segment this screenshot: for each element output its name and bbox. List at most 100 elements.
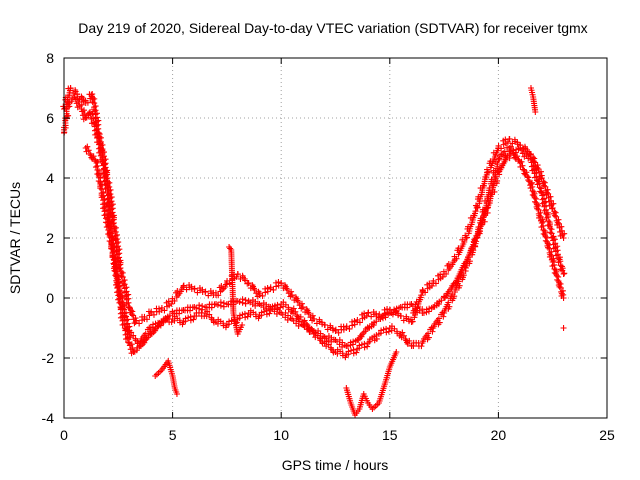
data-point [370,322,377,329]
x-axis-tick-labels: 0 5 10 15 20 25 [60,427,615,443]
data-point [356,345,363,352]
data-point [551,212,558,219]
data-point [160,319,167,326]
data-point [409,318,416,325]
data-point [241,275,248,282]
data-point [125,304,132,311]
data-point [498,145,505,152]
data-point [168,300,175,307]
data-point [90,153,97,160]
data-point [134,338,141,345]
data-point [75,99,82,106]
data-point [234,271,241,278]
data-point [109,252,116,259]
data-point [259,292,266,299]
data-point [445,299,452,306]
data-points [60,85,568,418]
data-point [133,317,140,324]
data-point [451,293,458,300]
data-point [222,283,229,290]
x-tick-label: 10 [273,427,289,443]
data-point [97,185,104,192]
data-point [475,224,482,231]
data-point [278,280,285,287]
data-point [119,305,126,312]
data-point [325,341,332,348]
plot-frame [63,57,608,419]
data-point [558,290,565,297]
data-point [108,245,115,252]
data-point [373,332,380,339]
data-point [465,253,472,260]
data-point [561,270,568,277]
data-point [155,319,162,326]
data-point [329,347,336,354]
data-point [349,341,356,348]
data-point [418,292,425,299]
y-tick-label: 8 [46,50,54,66]
data-point [353,349,360,356]
data-point [394,310,401,317]
x-tick-label: 25 [599,427,615,443]
data-point [64,94,71,101]
data-point [180,282,187,289]
data-point [281,282,288,289]
data-point [270,286,277,293]
data-point [176,317,183,324]
data-point [561,230,568,237]
data-point [435,301,442,308]
data-point [556,283,563,290]
x-tick-label: 0 [60,427,68,443]
data-point [267,284,274,291]
data-point [149,324,156,331]
data-point [171,297,178,304]
data-point [530,154,537,161]
data-point [350,346,357,353]
data-point [298,300,305,307]
data-point [485,168,492,175]
data-point [521,143,528,150]
chart-title: Day 219 of 2020, Sidereal Day-to-day VTE… [78,20,587,36]
data-point [239,299,246,306]
data-point [404,304,411,311]
data-point [242,300,249,307]
data-point [168,319,175,326]
data-point [116,265,123,272]
data-point [91,106,98,113]
data-point [364,343,371,350]
data-point [95,130,102,136]
data-point [187,313,194,320]
data-point [128,311,135,318]
data-point [115,274,122,281]
data-point [161,307,168,314]
y-tick-label: 2 [46,230,54,246]
data-point [466,258,473,265]
data-point [121,312,128,319]
data-point [461,238,468,245]
data-point [258,312,265,319]
data-point [420,338,427,345]
data-point [98,192,105,199]
data-point [187,307,194,314]
data-point [422,289,429,296]
data-point [473,238,480,245]
data-point [486,185,493,192]
data-point [536,212,543,219]
data-point [150,311,157,318]
data-point [343,323,350,330]
data-point [383,325,390,332]
data-point [82,115,89,121]
data-point [84,99,91,106]
data-point [351,318,358,325]
data-point [453,255,460,262]
data-point [470,247,477,254]
data-point [501,148,508,155]
data-point [361,340,368,347]
data-point [413,307,420,314]
data-point [425,330,432,337]
data-point [481,206,488,213]
data-point [332,326,339,333]
data-point [303,306,310,313]
data-point [362,328,369,335]
data-point [502,152,509,159]
